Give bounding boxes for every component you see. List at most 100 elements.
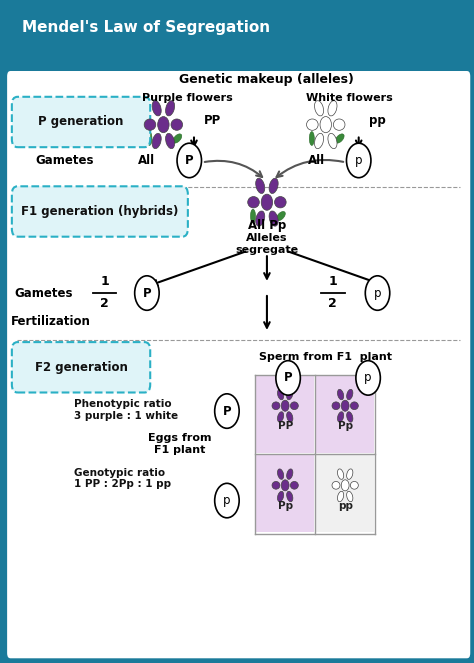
Ellipse shape (346, 469, 353, 479)
Text: Mendel's Law of Segregation: Mendel's Law of Segregation (22, 21, 270, 35)
Ellipse shape (334, 410, 337, 420)
Ellipse shape (255, 178, 265, 194)
FancyBboxPatch shape (12, 342, 150, 392)
Ellipse shape (350, 402, 358, 410)
Ellipse shape (337, 389, 344, 400)
Circle shape (341, 480, 349, 491)
Text: p: p (223, 494, 231, 507)
Circle shape (177, 143, 201, 178)
Ellipse shape (292, 412, 298, 418)
Ellipse shape (272, 481, 280, 489)
FancyBboxPatch shape (6, 3, 330, 53)
Ellipse shape (352, 412, 358, 418)
Ellipse shape (277, 389, 283, 400)
FancyBboxPatch shape (316, 376, 374, 453)
Text: P: P (223, 404, 231, 418)
Text: Eggs from
F1 plant: Eggs from F1 plant (148, 434, 211, 455)
Text: Purple flowers: Purple flowers (142, 93, 232, 103)
Ellipse shape (346, 491, 353, 502)
Circle shape (341, 400, 349, 411)
Ellipse shape (277, 412, 283, 422)
Text: pp: pp (369, 114, 386, 127)
Ellipse shape (147, 131, 152, 145)
Text: 2: 2 (328, 297, 337, 310)
Circle shape (135, 276, 159, 310)
Text: Genetic makeup (alleles): Genetic makeup (alleles) (180, 73, 355, 86)
Text: Alleles
segregate: Alleles segregate (236, 233, 299, 255)
Ellipse shape (276, 211, 285, 221)
Text: p: p (365, 371, 372, 385)
Text: Pp: Pp (278, 501, 293, 511)
Text: Fertilization: Fertilization (10, 315, 91, 328)
Circle shape (356, 361, 380, 395)
Text: All Pp: All Pp (248, 219, 286, 232)
Ellipse shape (291, 481, 298, 489)
Text: Pp: Pp (337, 421, 353, 432)
Text: Sperm from F1  plant: Sperm from F1 plant (259, 351, 392, 362)
Text: All: All (138, 154, 155, 167)
Ellipse shape (171, 119, 182, 131)
Ellipse shape (332, 481, 340, 489)
Ellipse shape (173, 134, 182, 143)
Text: F2 generation: F2 generation (35, 361, 128, 374)
Ellipse shape (310, 131, 314, 145)
Ellipse shape (274, 410, 277, 420)
Ellipse shape (346, 389, 353, 400)
Text: 2: 2 (100, 297, 109, 310)
Circle shape (215, 394, 239, 428)
Text: Phenotypic ratio
3 purple : 1 white: Phenotypic ratio 3 purple : 1 white (74, 399, 178, 420)
Circle shape (320, 117, 331, 133)
Text: Gametes: Gametes (14, 286, 73, 300)
Circle shape (276, 361, 301, 395)
Ellipse shape (352, 492, 358, 498)
Text: All: All (308, 154, 325, 167)
Ellipse shape (144, 119, 156, 131)
Ellipse shape (335, 134, 344, 143)
Ellipse shape (337, 412, 344, 422)
Ellipse shape (333, 119, 345, 131)
Text: PP: PP (278, 421, 293, 432)
Text: Genotypic ratio
1 PP : 2Pp : 1 pp: Genotypic ratio 1 PP : 2Pp : 1 pp (74, 468, 171, 489)
Ellipse shape (152, 101, 161, 116)
FancyBboxPatch shape (12, 97, 150, 147)
Text: PP: PP (204, 114, 221, 127)
Ellipse shape (315, 133, 324, 149)
Text: p: p (374, 286, 381, 300)
FancyBboxPatch shape (12, 186, 188, 237)
Ellipse shape (287, 469, 293, 479)
Ellipse shape (291, 402, 298, 410)
Text: F1 generation (hybrids): F1 generation (hybrids) (21, 205, 179, 218)
Text: CREST: CREST (380, 19, 425, 32)
Circle shape (281, 480, 289, 491)
FancyBboxPatch shape (256, 455, 314, 532)
Text: White flowers: White flowers (306, 93, 392, 103)
Ellipse shape (315, 101, 324, 116)
Ellipse shape (269, 211, 278, 226)
Text: P generation: P generation (38, 115, 124, 129)
Ellipse shape (307, 119, 318, 131)
Ellipse shape (334, 490, 337, 499)
Ellipse shape (287, 412, 293, 422)
Text: 1: 1 (328, 275, 337, 288)
Text: Gametes: Gametes (35, 154, 94, 167)
Circle shape (346, 143, 371, 178)
Text: 1: 1 (100, 275, 109, 288)
Ellipse shape (328, 133, 337, 149)
Ellipse shape (248, 196, 259, 208)
Ellipse shape (272, 402, 280, 410)
Text: P: P (185, 154, 193, 167)
FancyBboxPatch shape (256, 376, 314, 453)
Ellipse shape (165, 101, 174, 116)
Ellipse shape (337, 491, 344, 502)
Ellipse shape (337, 469, 344, 479)
Ellipse shape (287, 389, 293, 400)
Ellipse shape (274, 196, 286, 208)
Ellipse shape (255, 211, 265, 226)
FancyBboxPatch shape (316, 455, 374, 532)
Ellipse shape (292, 492, 298, 498)
Circle shape (261, 194, 273, 210)
Circle shape (365, 276, 390, 310)
Ellipse shape (269, 178, 278, 194)
Ellipse shape (287, 491, 293, 502)
Ellipse shape (277, 469, 283, 479)
